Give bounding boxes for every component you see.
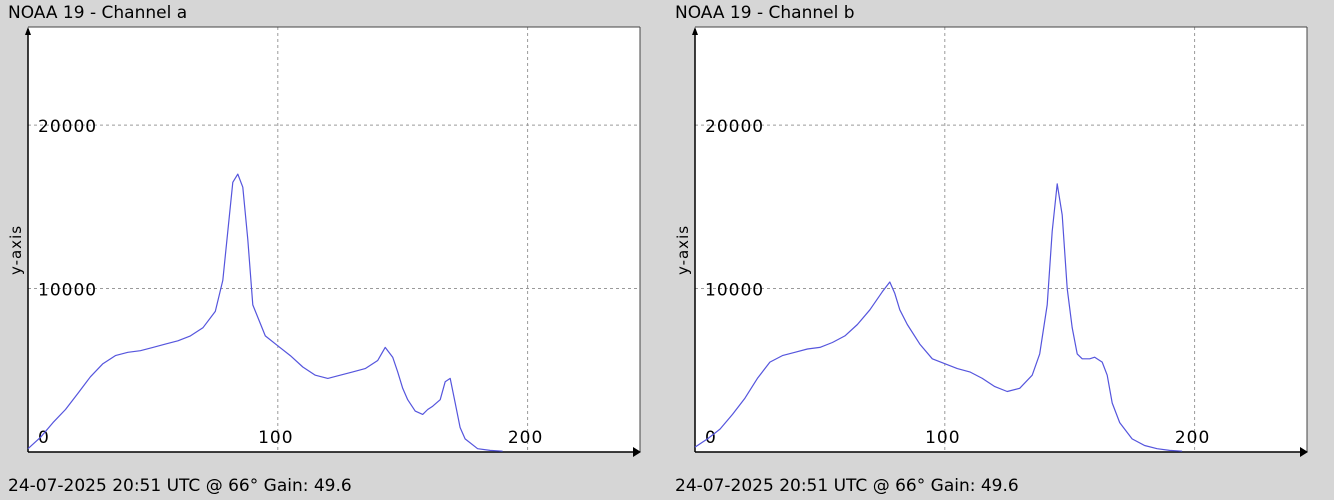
x-axis-arrow (633, 447, 641, 457)
series-line (694, 183, 1183, 452)
chart-panel-channel-a: NOAA 19 - Channel a 0 100 200 10000 20000 y-a… (0, 0, 655, 500)
chart-title: NOAA 19 - Channel a (8, 3, 188, 23)
plot-area (28, 27, 640, 452)
y-axis-arrow (692, 27, 698, 35)
y-axis-label: y-axis (7, 225, 25, 275)
chart-plot-channel-a: 0 100 200 10000 20000 y-axis (7, 26, 641, 457)
chart-title: NOAA 19 - Channel b (675, 3, 855, 23)
y-tick-label: 10000 (705, 281, 764, 301)
y-axis-label: y-axis (674, 225, 692, 275)
plot-area (695, 27, 1307, 452)
y-tick-label: 10000 (38, 281, 97, 301)
chart-footer-status: 24-07-2025 20:51 UTC @ 66° Gain: 49.6 (675, 476, 1019, 496)
chart-plot-channel-b: 0 100 200 10000 20000 y-axis (674, 26, 1308, 457)
series-line (27, 173, 503, 452)
x-axis-arrow (1300, 447, 1308, 457)
y-tick-label: 20000 (705, 117, 764, 137)
x-tick-label: 0 (705, 428, 717, 448)
x-tick-label: 0 (38, 428, 50, 448)
y-tick-label: 20000 (38, 117, 97, 137)
chart-footer-status: 24-07-2025 20:51 UTC @ 66° Gain: 49.6 (8, 476, 352, 496)
x-tick-label: 100 (925, 428, 960, 448)
chart-panel-channel-b: NOAA 19 - Channel b 0 100 200 10000 20000 y-a… (667, 0, 1322, 500)
y-axis-arrow (25, 27, 31, 35)
x-tick-label: 200 (1175, 428, 1210, 448)
x-tick-label: 200 (508, 428, 543, 448)
x-tick-label: 100 (258, 428, 293, 448)
